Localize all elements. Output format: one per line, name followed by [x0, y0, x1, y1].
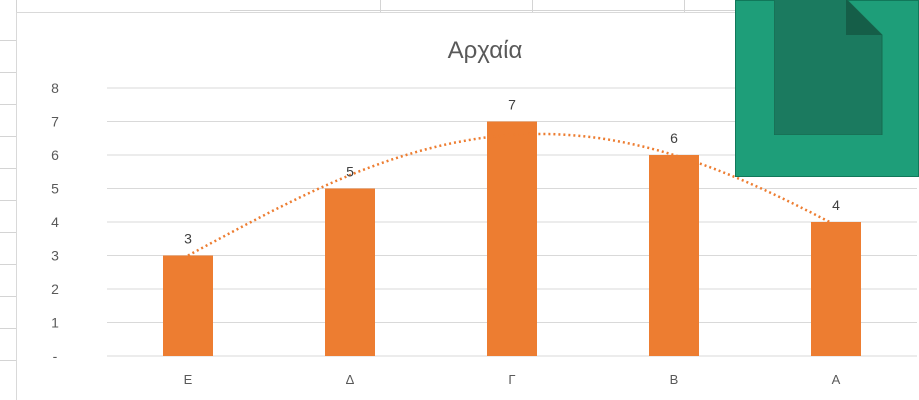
column-gridline — [684, 0, 685, 12]
data-labels: 3 5 7 6 4 — [184, 97, 840, 247]
bar — [649, 155, 699, 356]
row-gridline — [0, 360, 16, 361]
bar — [325, 188, 375, 356]
y-tick-label: 1 — [51, 315, 59, 331]
y-tick-label: 3 — [51, 248, 59, 264]
x-tick-label: Γ — [508, 372, 515, 387]
trendline — [187, 132, 837, 257]
row-gridline — [0, 40, 16, 41]
x-tick-label: Ε — [184, 372, 193, 387]
row-gridline — [0, 200, 16, 201]
y-tick-label: 4 — [51, 214, 59, 230]
data-label: 5 — [346, 164, 354, 180]
y-axis-ticks: - 1 2 3 4 5 6 7 8 — [51, 80, 59, 364]
y-tick-label: - — [53, 348, 58, 364]
x-tick-label: Α — [832, 372, 841, 387]
data-label: 3 — [184, 231, 192, 247]
row-gridline — [0, 72, 16, 73]
row-gridline — [0, 104, 16, 105]
trendline-group — [187, 132, 837, 257]
data-label: 6 — [670, 130, 678, 146]
bar — [811, 222, 861, 356]
y-tick-label: 2 — [51, 281, 59, 297]
row-gridline — [0, 232, 16, 233]
bars — [163, 121, 861, 356]
y-tick-label: 5 — [51, 181, 59, 197]
x-tick-label: Β — [670, 372, 679, 387]
data-label: 7 — [508, 97, 516, 113]
file-icon-overlay[interactable] — [735, 0, 919, 177]
column-gridline — [380, 0, 381, 12]
y-tick-label: 6 — [51, 147, 59, 163]
bar — [487, 121, 537, 356]
x-tick-label: Δ — [346, 372, 355, 387]
row-gridline — [0, 296, 16, 297]
y-tick-label: 7 — [51, 114, 59, 130]
document-icon — [774, 0, 883, 135]
column-header-line — [230, 10, 919, 11]
y-tick-label: 8 — [51, 80, 59, 96]
row-gridline — [0, 136, 16, 137]
bar — [163, 255, 213, 356]
data-label: 4 — [832, 197, 840, 213]
row-gridline — [0, 264, 16, 265]
row-gridline — [0, 168, 16, 169]
row-gridline — [0, 328, 16, 329]
chart-title: Αρχαία — [448, 37, 523, 64]
column-gridline — [532, 0, 533, 12]
